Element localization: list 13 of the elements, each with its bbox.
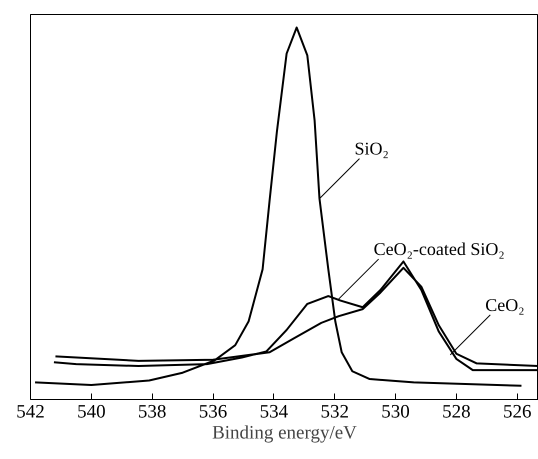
x-tick-label: 534 bbox=[260, 402, 289, 422]
x-tick-label: 540 bbox=[77, 402, 106, 422]
x-tick-label: 528 bbox=[442, 402, 471, 422]
x-tick-label: 532 bbox=[320, 402, 349, 422]
x-tick-label: 538 bbox=[138, 402, 166, 422]
annotation: CeO₂-coated SiO₂ bbox=[374, 239, 505, 260]
x-tick-label: 526 bbox=[502, 402, 532, 422]
annotation: CeO₂ bbox=[485, 294, 525, 315]
x-tick-label: 536 bbox=[198, 402, 228, 422]
x-tick-label: 542 bbox=[16, 402, 45, 422]
x-tick-label: 530 bbox=[381, 402, 410, 422]
annotation: SiO₂ bbox=[354, 138, 389, 159]
x-axis-title: Binding energy/eV bbox=[212, 422, 358, 444]
